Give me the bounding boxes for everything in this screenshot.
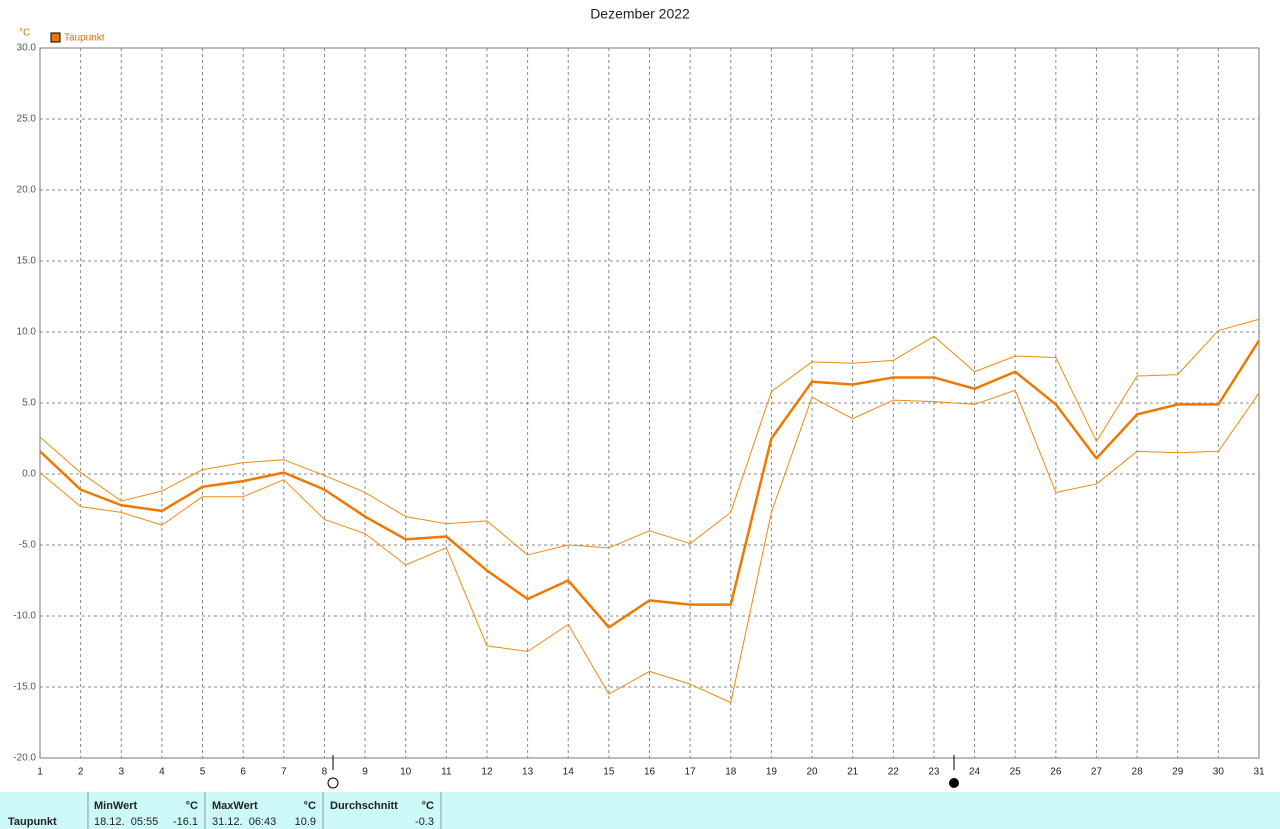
stat-time: 18.12. 05:55 — [94, 816, 158, 828]
moon-icon — [949, 778, 959, 788]
x-tick-label: 6 — [240, 767, 246, 778]
x-tick-label: 2 — [78, 767, 84, 778]
x-tick-label: 17 — [685, 767, 697, 778]
series-line — [39, 318, 1260, 556]
y-tick-label: 15.0 — [17, 256, 37, 267]
x-tick-label: 5 — [200, 767, 206, 778]
stat-unit: °C — [304, 800, 316, 812]
stat-value: 10.9 — [295, 816, 316, 828]
x-tick-label: 24 — [969, 767, 981, 778]
x-tick-label: 14 — [563, 767, 575, 778]
x-tick-label: 28 — [1132, 767, 1144, 778]
x-tick-label: 30 — [1213, 767, 1225, 778]
moon-icon — [327, 777, 339, 789]
y-unit: °C — [19, 28, 30, 39]
x-tick-label: 1 — [37, 767, 43, 778]
x-tick-label: 13 — [522, 767, 534, 778]
x-tick-label: 12 — [481, 767, 493, 778]
x-tick-label: 22 — [888, 767, 900, 778]
stat-value: -16.1 — [173, 816, 198, 828]
stat-title: MinWert — [94, 800, 138, 812]
x-tick-label: 19 — [766, 767, 778, 778]
x-tick-label: 29 — [1172, 767, 1184, 778]
x-tick-label: 8 — [322, 767, 328, 778]
y-tick-label: 20.0 — [17, 185, 37, 196]
y-tick-label: -20.0 — [13, 753, 36, 764]
stats-panel — [0, 792, 1280, 829]
stat-title: Durchschnitt — [330, 800, 398, 812]
x-tick-label: 31 — [1253, 767, 1265, 778]
y-tick-label: 5.0 — [22, 398, 36, 409]
stat-time: 31.12. 06:43 — [212, 816, 276, 828]
y-tick-label: 30.0 — [17, 43, 37, 54]
stats-series: Taupunkt — [8, 816, 57, 828]
x-tick-label: 10 — [400, 767, 412, 778]
x-tick-label: 11 — [441, 767, 452, 778]
x-tick-label: 20 — [806, 767, 818, 778]
y-tick-label: 10.0 — [17, 327, 37, 338]
x-tick-label: 16 — [644, 767, 656, 778]
x-tick-label: 26 — [1050, 767, 1062, 778]
stat-unit: °C — [186, 800, 198, 812]
y-tick-label: 25.0 — [17, 114, 37, 125]
y-tick-label: -5.0 — [19, 540, 37, 551]
stat-unit: °C — [422, 800, 434, 812]
x-tick-label: 15 — [603, 767, 615, 778]
x-tick-label: 27 — [1091, 767, 1103, 778]
plot-frame — [39, 47, 1260, 759]
x-tick-label: 18 — [725, 767, 737, 778]
legend-swatch — [50, 32, 61, 43]
series-line — [39, 389, 1260, 704]
x-tick-label: 25 — [1010, 767, 1022, 778]
chart-title: Dezember 2022 — [590, 6, 690, 22]
plot-area — [39, 47, 1260, 759]
x-tick-label: 4 — [159, 767, 165, 778]
stat-value: -0.3 — [415, 816, 434, 828]
y-tick-label: -10.0 — [13, 611, 36, 622]
legend-label: Taupunkt — [64, 33, 105, 44]
x-tick-label: 21 — [847, 767, 859, 778]
x-tick-label: 7 — [281, 767, 287, 778]
series-line — [39, 339, 1261, 629]
stat-title: MaxWert — [212, 800, 258, 812]
x-tick-label: 9 — [362, 767, 368, 778]
y-tick-label: 0.0 — [22, 469, 36, 480]
y-tick-label: -15.0 — [13, 682, 36, 693]
x-tick-label: 3 — [118, 767, 124, 778]
x-tick-label: 23 — [928, 767, 940, 778]
